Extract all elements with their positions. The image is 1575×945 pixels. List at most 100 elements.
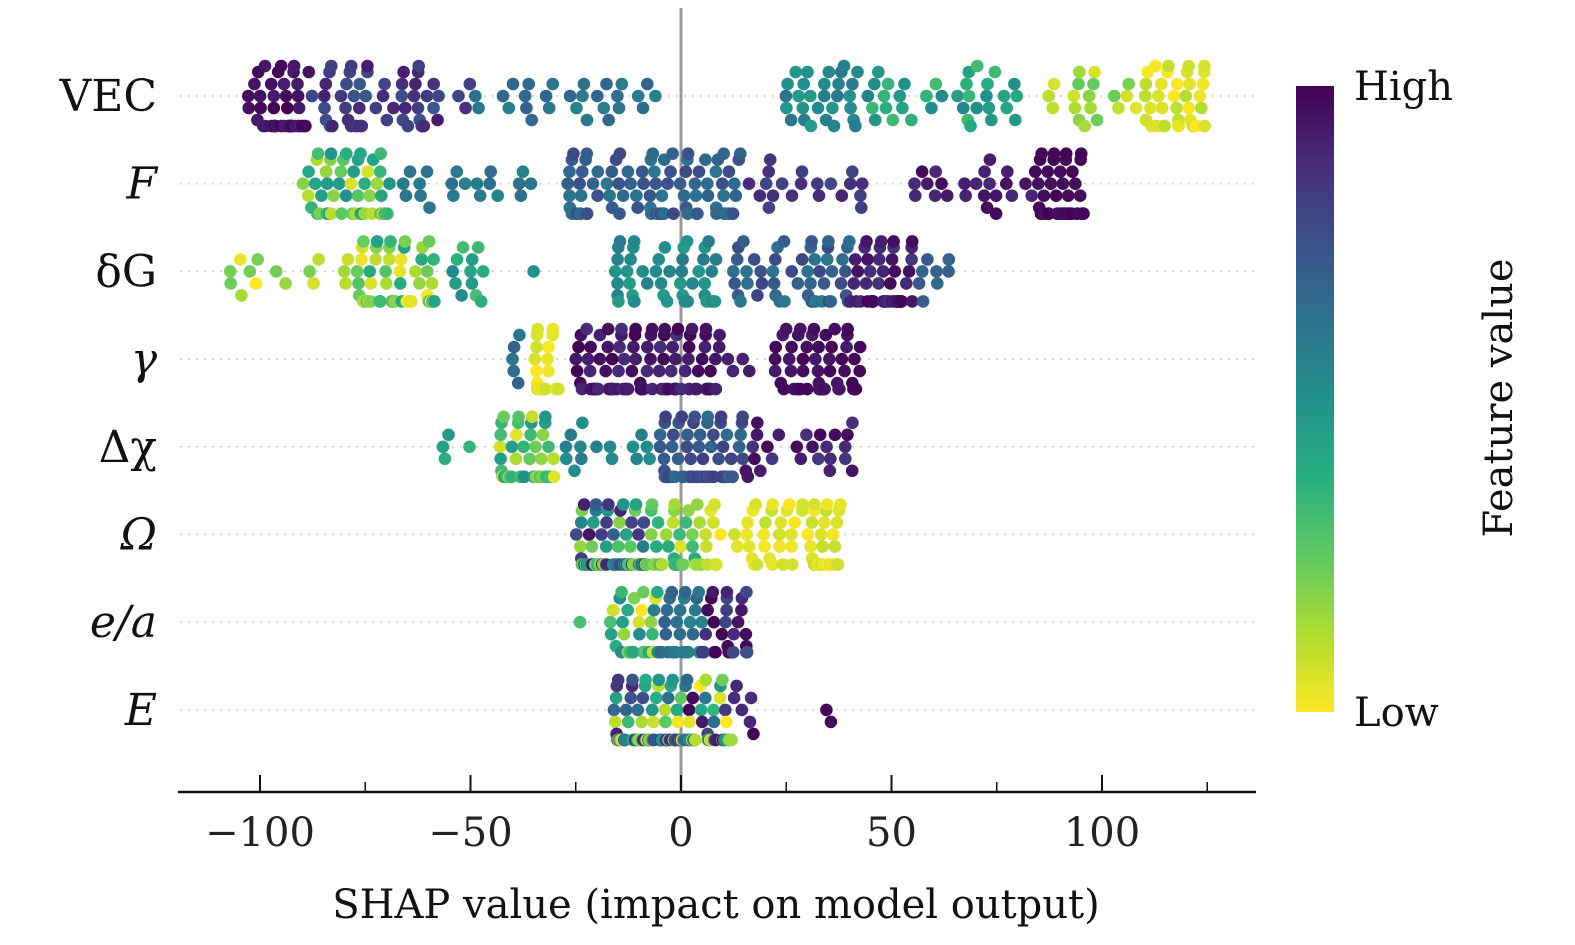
point-delta-g-2 — [234, 253, 247, 266]
point-delta-g-95 — [620, 265, 634, 278]
point-delta-g-146 — [766, 265, 780, 278]
point-delta-g-134 — [728, 277, 741, 290]
point-omega-161 — [814, 528, 828, 541]
point-delta-chi-131 — [732, 440, 746, 454]
point-vec-94 — [427, 101, 440, 115]
point-omega-83 — [662, 540, 675, 553]
point-f-98 — [612, 177, 626, 190]
point-delta-chi-117 — [714, 410, 728, 424]
point-e-per-a-71 — [706, 585, 720, 599]
point-delta-chi-97 — [688, 410, 701, 424]
point-gamma-29 — [552, 382, 565, 396]
point-f-78 — [567, 147, 580, 160]
point-vec-114 — [570, 101, 583, 115]
point-delta-g-35 — [379, 265, 392, 278]
point-delta-g-237 — [905, 295, 919, 308]
point-gamma-98 — [666, 340, 679, 354]
point-delta-g-177 — [836, 253, 849, 266]
point-vec-134 — [792, 89, 805, 103]
point-vec-84 — [409, 77, 422, 91]
point-vec-174 — [935, 89, 949, 103]
point-vec-108 — [522, 77, 535, 91]
point-delta-g-0 — [223, 265, 237, 278]
point-vec-101 — [469, 89, 482, 103]
point-delta-chi-153 — [823, 464, 837, 478]
point-delta-chi-53 — [564, 428, 578, 442]
point-delta-chi-155 — [828, 428, 842, 442]
point-f-93 — [600, 177, 614, 190]
point-delta-g-244 — [942, 265, 955, 278]
point-delta-g-167 — [813, 265, 826, 278]
point-gamma-140 — [769, 340, 782, 354]
point-vec-208 — [1107, 89, 1121, 103]
point-f-26 — [347, 165, 361, 178]
point-e-143 — [719, 703, 732, 717]
point-e-per-a-85 — [727, 645, 740, 659]
point-e-37 — [636, 691, 650, 705]
point-vec-183 — [970, 59, 984, 73]
point-omega-82 — [659, 528, 673, 541]
point-delta-g-77 — [450, 253, 464, 266]
point-delta-chi-160 — [846, 416, 859, 430]
point-delta-g-156 — [795, 253, 809, 266]
point-delta-g-234 — [905, 253, 918, 266]
point-delta-chi-1 — [438, 452, 452, 466]
point-delta-chi-154 — [824, 452, 837, 466]
point-delta-g-13 — [339, 277, 352, 290]
point-delta-chi-152 — [820, 440, 833, 454]
point-omega-54 — [629, 498, 643, 511]
point-vec-221 — [1152, 89, 1165, 103]
point-delta-chi-49 — [547, 452, 560, 466]
point-vec-68 — [355, 119, 369, 133]
point-gamma-19 — [541, 352, 554, 366]
point-omega-151 — [804, 540, 817, 553]
point-e-per-a-0 — [573, 615, 587, 629]
point-e-155 — [747, 727, 760, 741]
point-delta-g-131 — [708, 295, 722, 308]
point-delta-chi-65 — [643, 452, 656, 466]
point-gamma-18 — [538, 382, 552, 396]
point-gamma-81 — [640, 364, 654, 378]
point-delta-g-119 — [681, 295, 694, 308]
point-vec-239 — [1183, 77, 1196, 91]
point-e-per-a-9 — [617, 627, 631, 641]
point-delta-g-112 — [674, 277, 687, 290]
point-delta-g-153 — [778, 295, 791, 308]
point-vec-8 — [258, 59, 272, 73]
point-delta-g-206 — [876, 265, 890, 278]
point-vec-54 — [326, 119, 339, 133]
point-gamma-147 — [785, 340, 798, 354]
point-delta-g-80 — [464, 265, 477, 278]
point-delta-g-135 — [730, 253, 744, 266]
point-f-193 — [977, 189, 991, 202]
point-delta-chi-68 — [657, 452, 671, 466]
point-gamma-184 — [841, 322, 854, 336]
point-delta-chi-140 — [750, 428, 764, 442]
point-f-192 — [969, 177, 983, 190]
point-e-per-a-58 — [686, 627, 700, 641]
point-gamma-30 — [569, 352, 583, 366]
point-gamma-133 — [713, 328, 726, 342]
point-omega-144 — [785, 528, 798, 541]
point-vec-37 — [291, 77, 304, 91]
point-vec-244 — [1189, 119, 1203, 133]
point-delta-chi-63 — [635, 428, 648, 442]
point-delta-g-142 — [747, 253, 761, 266]
point-vec-207 — [1090, 113, 1104, 127]
point-gamma-3 — [511, 376, 525, 390]
point-vec-165 — [881, 77, 895, 91]
point-delta-g-132 — [709, 253, 723, 266]
point-f-10 — [319, 165, 333, 178]
point-omega-102 — [686, 528, 699, 541]
point-delta-chi-30 — [523, 452, 536, 466]
point-omega-40 — [617, 498, 630, 511]
point-gamma-67 — [617, 352, 631, 366]
point-omega-111 — [700, 540, 713, 553]
point-e-per-a-50 — [673, 627, 687, 641]
point-delta-g-93 — [612, 295, 625, 308]
point-omega-2 — [574, 516, 588, 529]
point-vec-246 — [1195, 101, 1208, 115]
point-delta-g-15 — [350, 265, 364, 278]
point-delta-g-145 — [755, 277, 769, 290]
point-delta-g-159 — [804, 277, 817, 290]
